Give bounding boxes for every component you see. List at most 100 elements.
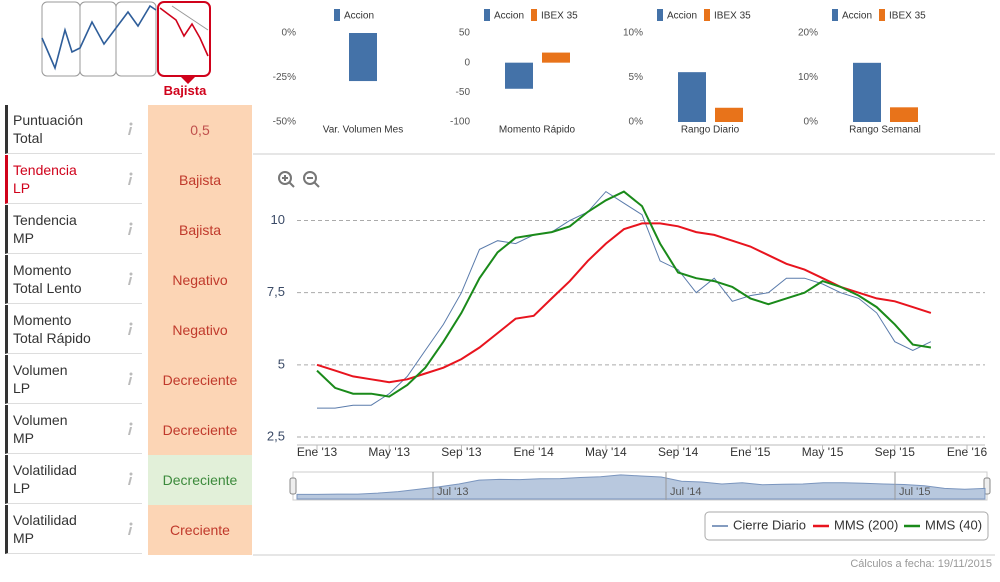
x-tick-label: Sep '14 [658,445,699,459]
legend-swatch [334,9,340,21]
navigator-label: Jul '14 [670,486,701,498]
category-label: Momento Rápido [499,125,576,136]
y-tick-label: 50 [459,28,471,39]
legend-label: MMS (40) [925,517,982,532]
y-tick-label: 20% [798,28,818,39]
indicator-row: Volumen LP Decreciente [5,355,252,405]
trend-icons [41,1,211,84]
trend-sparkline [159,7,209,57]
trend-label: Bajista [163,83,207,98]
indicator-label: Momento Total Lento [5,255,142,304]
legend-label: IBEX 35 [541,11,578,22]
trend-pointer [180,76,196,84]
info-icon[interactable] [125,422,135,436]
indicator-row: Volatilidad LP Decreciente [5,455,252,505]
y-tick-label: 10 [271,212,285,227]
indicator-label: Volatilidad LP [5,455,142,504]
navigator-label: Jul '13 [437,486,468,498]
legend-label: Accion [494,11,524,22]
legend-box [704,511,989,541]
legend-label: Cierre Diario [733,517,806,532]
line-series [316,190,932,398]
y-tick-label: 10% [623,28,643,39]
line-series [317,190,932,409]
bar [715,107,743,122]
legend-swatch [531,9,537,21]
trend-box[interactable] [41,1,81,77]
bar [890,107,918,122]
indicator-value: Negativo [148,255,252,305]
trend-guide [171,5,209,31]
zoom-controls [278,171,320,188]
indicator-label: Tendencia MP [5,205,142,254]
legend-label: Accion [667,11,697,22]
zoom-in[interactable] [278,171,292,185]
indicator-row: Volumen MP Decreciente [5,405,252,455]
navigator-handle[interactable] [289,477,297,495]
info-icon[interactable] [125,272,135,286]
indicator-value: Bajista [148,155,252,205]
legend-swatch [657,9,663,21]
legend-swatch [484,9,490,21]
info-icon[interactable] [125,172,135,186]
bar [505,62,533,89]
indicator-row: Tendencia LP Bajista [5,155,252,205]
y-tick-label: 0% [804,117,819,128]
legend-swatch [832,9,838,21]
y-tick-label: -100 [450,117,470,128]
legend-label: MMS (200) [834,517,898,532]
info-icon[interactable] [125,222,135,236]
trend-sparkline [41,4,157,71]
y-tick-label: 2,5 [267,428,285,443]
footer: Cálculos a fecha: 19/11/2015 [850,558,992,570]
y-tick-label: 7,5 [267,284,285,299]
x-tick-label: Sep '15 [875,445,916,459]
y-tick-label: 5 [278,356,285,371]
y-tick-label: 10% [798,72,818,83]
indicator-label: Tendencia LP [5,155,142,204]
x-tick-label: Ene '16 [947,445,988,459]
y-tick-label: 5% [629,72,644,83]
trend-box[interactable] [79,1,117,77]
trend-box[interactable] [115,1,157,77]
info-icon[interactable] [125,122,135,136]
indicator-value: Decreciente [148,355,252,405]
info-icon[interactable] [125,322,135,336]
category-label: Var. Volumen Mes [323,125,403,136]
x-tick-label: Sep '13 [441,445,482,459]
y-tick-label: 0% [282,28,297,39]
indicator-row: Momento Total Lento Negativo [5,255,252,305]
bar [853,62,881,122]
info-icon[interactable] [125,522,135,536]
indicator-value: Decreciente [148,455,252,505]
category-label: Rango Semanal [849,125,921,136]
indicator-row: Tendencia MP Bajista [5,205,252,255]
legend-label: IBEX 35 [714,11,751,22]
x-tick-label: May '14 [585,445,627,459]
indicator-value: Bajista [148,205,252,255]
bar [349,33,377,82]
bar [678,72,706,122]
navigator-label: Jul '15 [899,486,930,498]
indicator-value: Negativo [148,305,252,355]
indicator-label: Volatilidad MP [5,505,142,554]
x-tick-label: May '15 [802,445,844,459]
indicator-label: Momento Total Rápido [5,305,142,354]
bar [542,52,570,63]
info-icon[interactable] [125,372,135,386]
legend-swatch [704,9,710,21]
indicator-label: Volumen LP [5,355,142,404]
y-tick-label: -50% [273,117,296,128]
line-series [316,222,932,384]
indicator-label: Puntuación Total [5,105,142,154]
zoom-out[interactable] [303,171,317,185]
y-tick-label: -25% [273,72,296,83]
x-tick-label: May '13 [368,445,410,459]
indicator-label: Volumen MP [5,405,142,454]
indicator-value: Creciente [148,505,252,555]
info-icon[interactable] [125,472,135,486]
legend-label: Accion [344,11,374,22]
indicator-row: Volatilidad MP Creciente [5,505,252,555]
